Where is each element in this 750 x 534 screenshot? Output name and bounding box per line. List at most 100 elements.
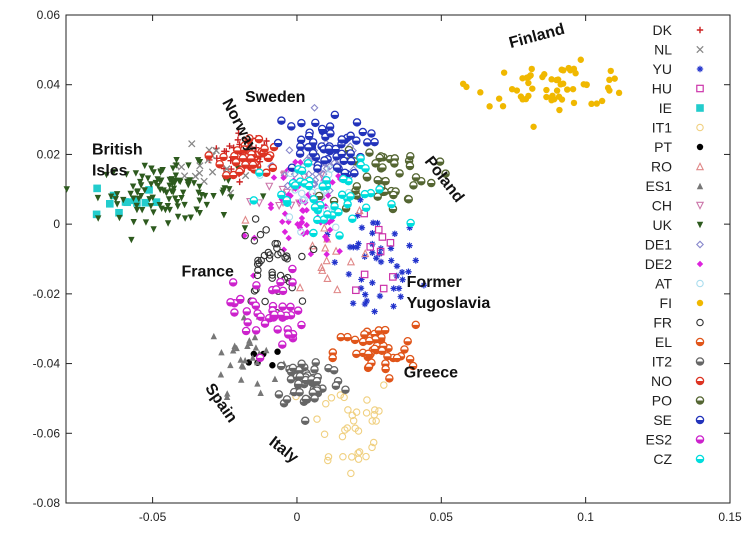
data-point: [241, 356, 249, 364]
legend-label: SE: [653, 412, 672, 428]
data-point: [266, 251, 274, 259]
data-point-fill: [288, 167, 296, 172]
data-point: [369, 279, 376, 286]
data-point: [304, 229, 311, 236]
data-point-fill: [287, 379, 295, 383]
data-point: [543, 93, 550, 101]
data-point-fill: [338, 153, 346, 158]
data-point: [279, 171, 288, 180]
data-point: [147, 203, 155, 210]
data-point-fill: [240, 149, 248, 154]
data-point: [369, 438, 378, 447]
data-point: [355, 240, 362, 247]
data-point-fill: [287, 371, 295, 376]
data-point-fill: [287, 126, 295, 130]
data-point-fill: [297, 139, 305, 144]
series-cz: [249, 154, 415, 240]
data-point: [271, 375, 279, 382]
data-point-fill: [407, 222, 415, 227]
data-point-fill: [304, 163, 312, 167]
data-point-fill: [371, 348, 379, 353]
region-label: Italy: [266, 433, 302, 466]
legend-item: EL: [655, 334, 705, 350]
data-point-fill: [406, 359, 414, 363]
data-point: [366, 243, 375, 251]
legend-item: DE2: [645, 256, 704, 272]
data-point: [298, 214, 306, 222]
data-point: [361, 300, 369, 308]
data-point: [348, 453, 356, 461]
legend-item: NL: [654, 42, 704, 58]
data-point: [344, 406, 352, 414]
data-point: [390, 303, 397, 310]
data-point-fill: [371, 142, 379, 146]
legend-marker: [696, 279, 704, 288]
x-tick-label: 0.05: [430, 510, 454, 524]
data-point-fill: [367, 133, 376, 138]
data-point-fill: [242, 330, 250, 335]
data-point: [251, 333, 259, 341]
region-label: Sweden: [245, 89, 305, 106]
data-point: [220, 187, 227, 194]
legend-marker: [696, 84, 704, 93]
legend-item: YU: [653, 61, 704, 77]
data-point: [583, 81, 590, 88]
legend-item: SE: [653, 412, 705, 428]
data-point-fill: [302, 398, 310, 403]
data-point-fill: [289, 338, 297, 342]
data-point: [178, 195, 185, 202]
data-point: [280, 174, 287, 182]
data-point-fill: [361, 194, 369, 198]
data-point: [269, 362, 276, 369]
data-point: [376, 250, 383, 258]
data-point: [548, 76, 555, 83]
data-point: [285, 146, 294, 155]
data-point: [191, 172, 200, 180]
data-point: [135, 195, 143, 203]
data-point: [175, 177, 183, 185]
data-point: [181, 215, 189, 222]
data-point: [130, 196, 139, 205]
data-point: [420, 282, 428, 289]
data-point-fill: [291, 185, 299, 189]
data-point: [255, 199, 264, 208]
data-point: [159, 167, 166, 174]
region-label: British: [92, 141, 143, 158]
data-point-fill: [269, 167, 277, 172]
data-point-fill: [427, 183, 435, 187]
data-point: [250, 236, 259, 245]
data-point: [210, 332, 218, 340]
data-point: [393, 272, 400, 280]
data-point-fill: [257, 316, 265, 321]
data-point: [150, 169, 157, 176]
x-axis-ticks: -0.05 0 0.05 0.1 0.15: [139, 15, 742, 524]
legend-label: EL: [655, 334, 672, 350]
legend-item: FR: [653, 315, 704, 331]
data-point: [346, 243, 354, 251]
data-point-fill: [389, 194, 398, 199]
data-point: [283, 254, 291, 263]
y-tick-label: 0: [53, 217, 60, 231]
data-point: [341, 426, 349, 434]
data-point: [237, 356, 244, 363]
data-point: [127, 190, 134, 198]
data-point: [363, 396, 371, 404]
data-point: [187, 214, 195, 221]
data-point: [156, 202, 163, 209]
legend-item: IT2: [652, 354, 705, 370]
legend-label: ES2: [646, 432, 673, 448]
data-point-fill: [236, 299, 244, 303]
data-point: [340, 393, 348, 402]
data-point: [368, 443, 376, 452]
y-tick-label: 0.02: [37, 147, 61, 161]
data-point: [154, 176, 161, 183]
data-point-fill: [276, 282, 285, 286]
data-point-fill: [294, 383, 303, 388]
data-point: [360, 270, 369, 279]
legend-item: ES2: [646, 432, 705, 448]
data-point: [196, 210, 203, 217]
data-point: [163, 189, 170, 197]
data-point: [323, 236, 331, 244]
data-point-fill: [363, 142, 371, 146]
data-point: [166, 182, 173, 190]
